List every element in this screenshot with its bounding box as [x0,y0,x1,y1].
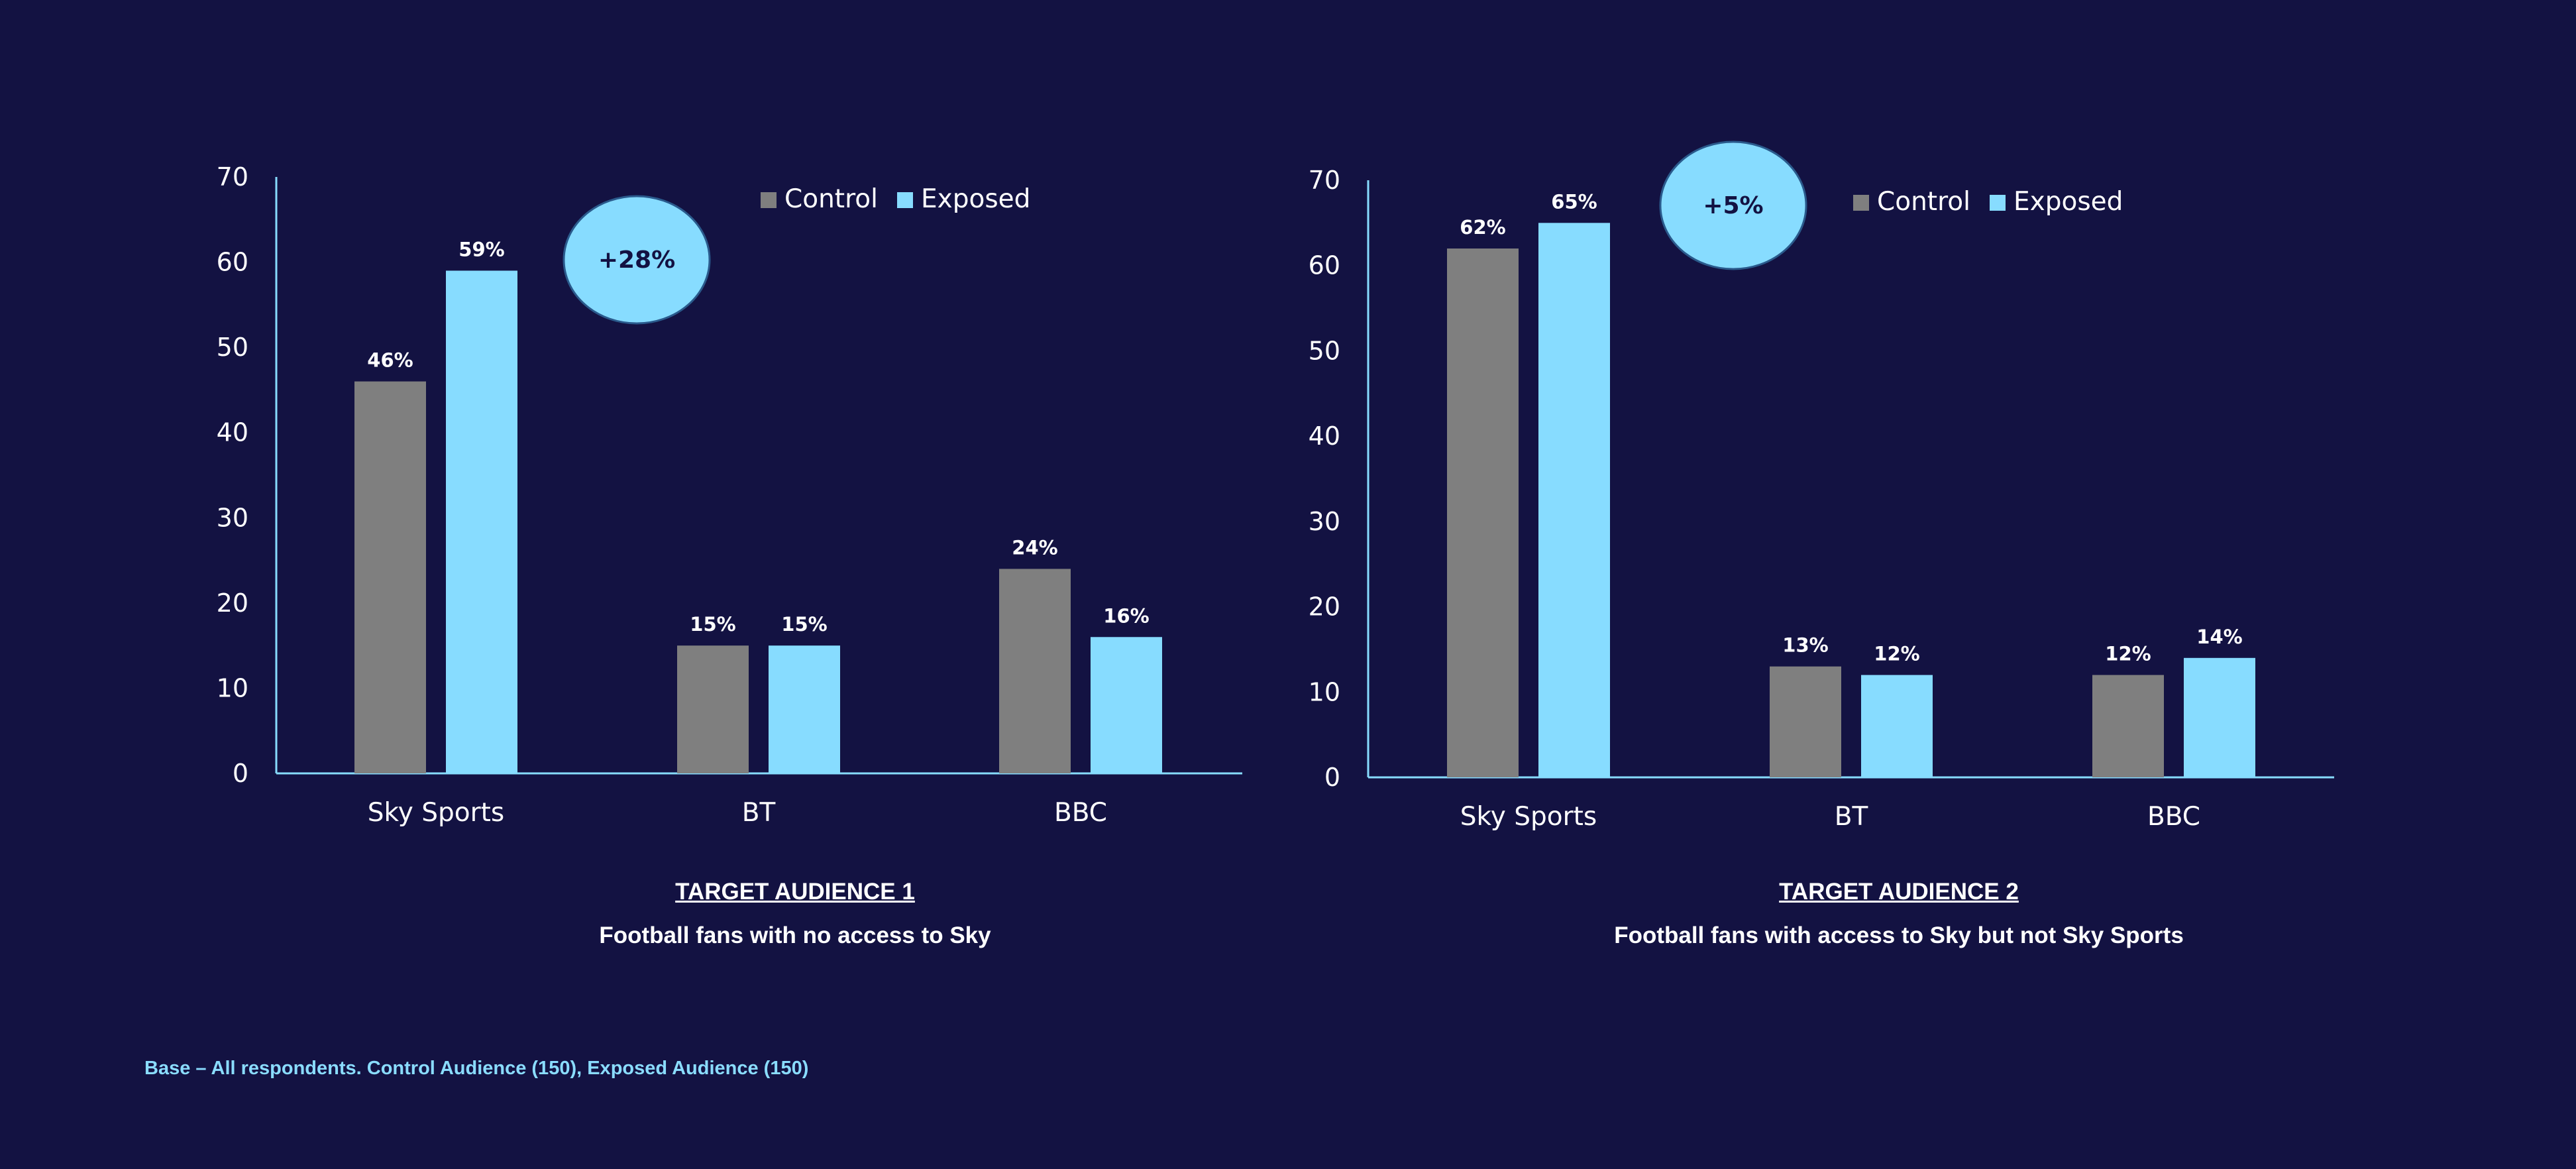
x-category-label: BT [1835,802,1868,832]
y-tick-label: 70 [1309,166,1340,195]
x-category-label: BT [742,798,776,828]
legend-label-control: Control [1877,187,1970,217]
legend-label-exposed: Exposed [2013,187,2123,217]
bar-exposed [769,645,840,773]
chart-audience-1: 0 10 20 30 40 50 60 70 46% 59% Sky Sports 15% 15% BT 2… [217,162,1242,828]
uplift-label: +28% [598,247,675,274]
legend-label-control: Control [784,184,878,214]
y-tick-label: 60 [217,248,248,277]
bar-exposed [2184,657,2255,777]
y-tick-label: 0 [233,759,248,788]
uplift-bubble [563,195,711,325]
x-category-label: BBC [1054,798,1107,828]
bar-exposed [1538,223,1610,777]
data-label: 65% [1551,190,1597,213]
bar-control [999,569,1071,773]
data-label: 12% [1874,643,1919,665]
y-tick-label: 40 [1309,421,1340,451]
bar-exposed [1861,675,1933,777]
y-tick-label: 30 [1309,507,1340,536]
y-tick-label: 30 [217,503,248,532]
base-footnote: Base – All respondents. Control Audience… [144,1058,809,1079]
legend-swatch-control [761,192,777,208]
uplift-bubble [1659,140,1807,270]
caption-subtitle-audience-1: Football fans with no access to Sky [599,922,991,948]
x-category-label: Sky Sports [1460,802,1597,832]
y-tick-label: 60 [1309,251,1340,280]
bar-control [354,381,426,773]
bar-control [1770,666,1841,777]
data-label: 62% [1460,216,1505,239]
bar-exposed [446,270,517,773]
caption-title-audience-2: TARGET AUDIENCE 2 [1779,879,2019,905]
y-tick-label: 20 [217,588,248,618]
y-tick-label: 10 [1309,677,1340,706]
bar-control [2092,675,2164,777]
y-tick-label: 70 [217,162,248,192]
legend-swatch-exposed [1990,195,2006,211]
chart-audience-2: 0 10 20 30 40 50 60 70 62% 65% Sky Sports 13% 12% BT 1… [1309,140,2334,832]
data-label: 59% [458,238,504,260]
legend-label-exposed: Exposed [921,184,1030,214]
bar-exposed [1091,637,1162,773]
y-tick-label: 50 [217,333,248,362]
data-label: 14% [2196,626,2242,648]
data-label: 13% [1782,634,1828,657]
y-tick-label: 50 [1309,336,1340,365]
data-label: 24% [1012,536,1057,559]
y-tick-label: 40 [217,418,248,447]
uplift-label: +5% [1703,192,1763,219]
x-category-label: BBC [2147,802,2200,832]
legend-swatch-exposed [897,192,913,208]
data-label: 16% [1103,604,1149,627]
bar-control [1447,248,1519,777]
caption-title-audience-1: TARGET AUDIENCE 1 [675,879,915,905]
bar-control [677,645,749,773]
data-label: 46% [367,349,413,372]
caption-subtitle-audience-2: Football fans with access to Sky but not… [1614,922,2184,948]
x-category-label: Sky Sports [368,798,504,828]
data-label: 15% [781,613,827,636]
y-tick-label: 20 [1309,592,1340,622]
data-label: 12% [2105,643,2151,665]
y-tick-label: 10 [217,673,248,702]
data-label: 15% [690,613,735,636]
legend-swatch-control [1853,195,1869,211]
y-tick-label: 0 [1324,763,1340,792]
